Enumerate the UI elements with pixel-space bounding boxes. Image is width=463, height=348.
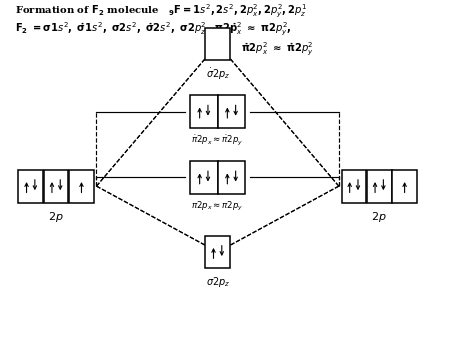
Bar (205, 236, 231, 268)
Text: $\dot{\sigma}2p_z$: $\dot{\sigma}2p_z$ (206, 67, 230, 82)
Bar (367, 170, 392, 203)
Text: $\pi 2p_x$$\approx$$\pi 2p_y$: $\pi 2p_x$$\approx$$\pi 2p_y$ (192, 200, 244, 213)
Bar (218, 161, 245, 194)
Bar (19, 170, 43, 203)
Text: $\dot{\pi}2p_x$$\approx$$\dot{\pi}2p_y$: $\dot{\pi}2p_x$$\approx$$\dot{\pi}2p_y$ (192, 134, 244, 148)
Bar (44, 170, 69, 203)
Bar (218, 95, 245, 128)
Text: $2p$: $2p$ (48, 209, 64, 223)
Text: $\sigma 2p_z$: $\sigma 2p_z$ (206, 275, 230, 289)
Text: Formation of $\mathbf{F_2}$ molecule   $\mathbf{_9F = 1}s^2\mathbf{, 2}s^2\mathb: Formation of $\mathbf{F_2}$ molecule $\m… (14, 2, 307, 20)
Bar (342, 170, 366, 203)
Text: $\mathbf{\dot{\pi}2}p_x^2\mathbf{\ \approx\ \dot{\pi}2}p_y^2$: $\mathbf{\dot{\pi}2}p_x^2\mathbf{\ \appr… (241, 41, 313, 58)
Bar (205, 27, 231, 61)
Bar (69, 170, 94, 203)
Text: $2p$: $2p$ (371, 209, 387, 223)
Bar (392, 170, 417, 203)
Text: $\mathbf{F_2\ =\sigma 1}s^2\mathbf{,\ \dot{\sigma}1}s^2\mathbf{,\ \sigma 2}s^2\m: $\mathbf{F_2\ =\sigma 1}s^2\mathbf{,\ \d… (14, 21, 291, 38)
Bar (190, 161, 218, 194)
Bar (190, 95, 218, 128)
